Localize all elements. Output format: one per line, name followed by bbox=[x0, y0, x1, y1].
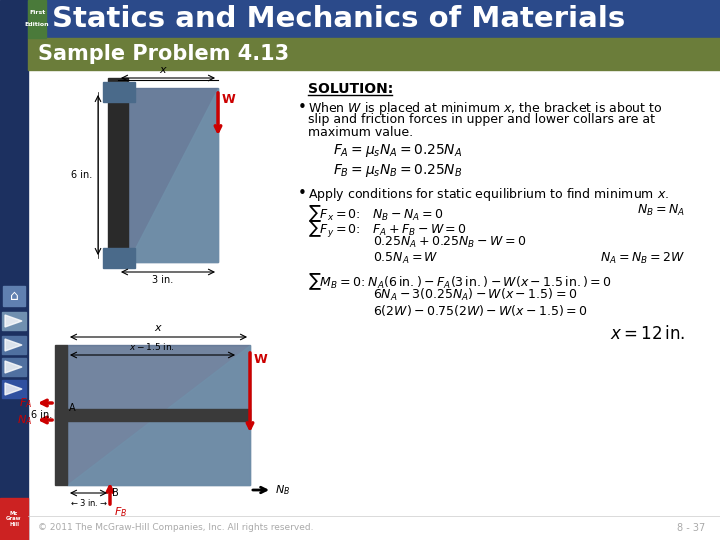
Text: $N_B = N_A$: $N_B = N_A$ bbox=[637, 203, 685, 218]
Text: $\leftarrow 3$ in.$\rightarrow$: $\leftarrow 3$ in.$\rightarrow$ bbox=[68, 497, 107, 508]
Polygon shape bbox=[5, 383, 22, 395]
Text: When $W$ is placed at minimum $x$, the bracket is about to: When $W$ is placed at minimum $x$, the b… bbox=[308, 100, 662, 117]
Text: •: • bbox=[298, 186, 307, 201]
Bar bbox=[3, 286, 25, 306]
Polygon shape bbox=[5, 315, 22, 327]
Text: $F_A = \mu_s N_A = 0.25N_A$: $F_A = \mu_s N_A = 0.25N_A$ bbox=[333, 142, 462, 159]
Text: $F_B = \mu_s N_B = 0.25N_B$: $F_B = \mu_s N_B = 0.25N_B$ bbox=[333, 162, 462, 179]
Text: $F_A$: $F_A$ bbox=[19, 396, 32, 410]
Bar bbox=[103, 82, 135, 102]
Bar bbox=[108, 78, 128, 265]
Text: ⌂: ⌂ bbox=[9, 289, 19, 303]
Text: Apply conditions for static equilibrium to find minimum $x$.: Apply conditions for static equilibrium … bbox=[308, 186, 669, 203]
Bar bbox=[2, 380, 26, 398]
Polygon shape bbox=[67, 345, 250, 485]
Text: $F_B$: $F_B$ bbox=[114, 505, 127, 519]
Text: $x - 1.5$ in.: $x - 1.5$ in. bbox=[129, 341, 175, 352]
Bar bbox=[0, 498, 28, 540]
Text: 6 in.: 6 in. bbox=[31, 410, 52, 420]
Bar bbox=[2, 312, 26, 330]
Bar bbox=[0, 0, 28, 540]
Text: $\sum F_x = 0\colon\quad N_B - N_A = 0$: $\sum F_x = 0\colon\quad N_B - N_A = 0$ bbox=[308, 203, 444, 224]
Text: $N_B$: $N_B$ bbox=[275, 483, 290, 497]
Text: 6 in.: 6 in. bbox=[71, 170, 92, 180]
Text: $6N_A - 3(0.25N_A) - W(x - 1.5) = 0$: $6N_A - 3(0.25N_A) - W(x - 1.5) = 0$ bbox=[373, 287, 577, 303]
Text: Edition: Edition bbox=[24, 22, 49, 27]
Text: $0.5N_A = W$: $0.5N_A = W$ bbox=[373, 251, 438, 266]
Text: •: • bbox=[298, 100, 307, 115]
Text: slip and friction forces in upper and lower collars are at: slip and friction forces in upper and lo… bbox=[308, 113, 655, 126]
Bar bbox=[28, 0, 720, 38]
Text: Statics and Mechanics of Materials: Statics and Mechanics of Materials bbox=[52, 5, 625, 33]
Text: 8 - 37: 8 - 37 bbox=[677, 523, 705, 533]
Text: $6(2W) - 0.75(2W) - W(x - 1.5) = 0$: $6(2W) - 0.75(2W) - W(x - 1.5) = 0$ bbox=[373, 303, 588, 318]
Polygon shape bbox=[128, 88, 218, 262]
Bar bbox=[55, 409, 250, 421]
Bar bbox=[103, 248, 135, 268]
Bar bbox=[55, 345, 67, 485]
Text: $\sum F_y = 0\colon\quad F_A + F_B - W = 0$: $\sum F_y = 0\colon\quad F_A + F_B - W =… bbox=[308, 219, 467, 240]
Text: $N_A = N_B = 2W$: $N_A = N_B = 2W$ bbox=[600, 251, 685, 266]
Bar bbox=[28, 70, 720, 515]
Text: SOLUTION:: SOLUTION: bbox=[308, 82, 393, 96]
Bar bbox=[2, 358, 26, 376]
Text: $N_A$: $N_A$ bbox=[17, 413, 32, 427]
Text: B: B bbox=[112, 488, 119, 498]
Text: $x = 12\,\mathrm{in.}$: $x = 12\,\mathrm{in.}$ bbox=[610, 325, 685, 343]
Text: x: x bbox=[160, 65, 166, 75]
Text: $\sum M_B = 0\colon\;N_A(6\,\mathrm{in.})-F_A(3\,\mathrm{in.})-W(x-1.5\,\mathrm{: $\sum M_B = 0\colon\;N_A(6\,\mathrm{in.}… bbox=[308, 271, 612, 292]
Text: A: A bbox=[69, 403, 76, 413]
Text: maximum value.: maximum value. bbox=[308, 126, 413, 139]
Polygon shape bbox=[5, 361, 22, 373]
Bar bbox=[2, 336, 26, 354]
Text: First: First bbox=[29, 10, 45, 15]
Text: W: W bbox=[254, 353, 268, 366]
Text: x: x bbox=[155, 323, 161, 333]
Bar bbox=[28, 0, 46, 38]
Text: W: W bbox=[222, 93, 235, 106]
Text: $0.25N_A + 0.25N_B - W = 0$: $0.25N_A + 0.25N_B - W = 0$ bbox=[373, 235, 526, 250]
Polygon shape bbox=[128, 88, 218, 262]
Text: © 2011 The McGraw-Hill Companies, Inc. All rights reserved.: © 2011 The McGraw-Hill Companies, Inc. A… bbox=[38, 523, 313, 532]
Text: Sample Problem 4.13: Sample Problem 4.13 bbox=[38, 44, 289, 64]
Text: Mc
Graw
Hill: Mc Graw Hill bbox=[6, 511, 22, 527]
Polygon shape bbox=[67, 345, 250, 485]
Bar bbox=[28, 38, 720, 70]
Text: 3 in.: 3 in. bbox=[153, 275, 174, 285]
Polygon shape bbox=[5, 339, 22, 351]
